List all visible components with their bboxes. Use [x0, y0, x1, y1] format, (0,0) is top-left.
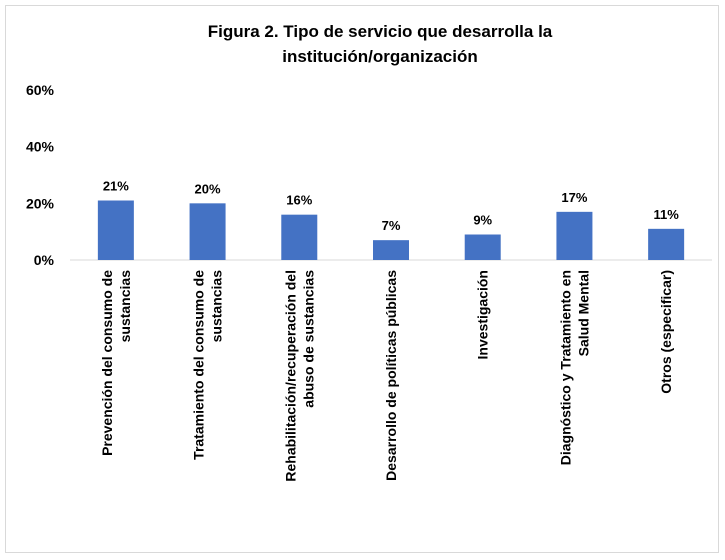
- category-label: abuso de sustancias: [300, 270, 316, 408]
- data-label: 21%: [103, 179, 129, 194]
- category-label: Otros (especificar): [658, 270, 674, 394]
- y-tick-label: 40%: [26, 139, 55, 155]
- bar: [556, 211, 593, 260]
- y-axis-ticks: 0% 20% 40% 60%: [26, 82, 55, 268]
- data-label: 9%: [473, 213, 492, 228]
- data-label: 7%: [382, 218, 401, 233]
- y-tick-label: 0%: [34, 252, 55, 268]
- bars: [97, 200, 685, 260]
- bar: [648, 228, 685, 260]
- category-label: Rehabilitación/recuperación del: [282, 270, 298, 482]
- y-tick-label: 60%: [26, 82, 55, 98]
- category-labels: Prevención del consumo de sustancias Trata…: [99, 270, 674, 482]
- category-label: sustancias: [209, 270, 225, 343]
- category-label: Diagnóstico y Tratamiento en: [557, 270, 573, 465]
- bar: [189, 203, 226, 260]
- category-label: Prevención del consumo de: [99, 270, 115, 456]
- data-label: 11%: [653, 207, 679, 222]
- category-label: Desarrollo de políticas públicas: [383, 270, 399, 481]
- data-label: 17%: [561, 190, 587, 205]
- bar: [373, 240, 409, 260]
- category-label: Investigación: [475, 270, 491, 359]
- category-label: Tratamiento del consumo de: [191, 270, 207, 460]
- y-tick-label: 20%: [26, 195, 55, 211]
- data-label: 20%: [195, 181, 221, 196]
- bar: [464, 234, 501, 260]
- data-label: 16%: [286, 193, 312, 208]
- category-label: sustancias: [117, 270, 133, 343]
- chart-title: Figura 2. Tipo de servicio que desarroll…: [208, 22, 553, 66]
- data-labels: 21% 20% 16% 7% 9% 17% 11%: [103, 179, 679, 234]
- chart-title-line-1: Figura 2. Tipo de servicio que desarroll…: [208, 22, 553, 41]
- bar: [281, 214, 318, 260]
- category-label: Salud Mental: [575, 270, 591, 356]
- bar: [97, 200, 134, 260]
- chart-title-line-2: institución/organización: [282, 47, 478, 66]
- chart-frame: [5, 5, 719, 553]
